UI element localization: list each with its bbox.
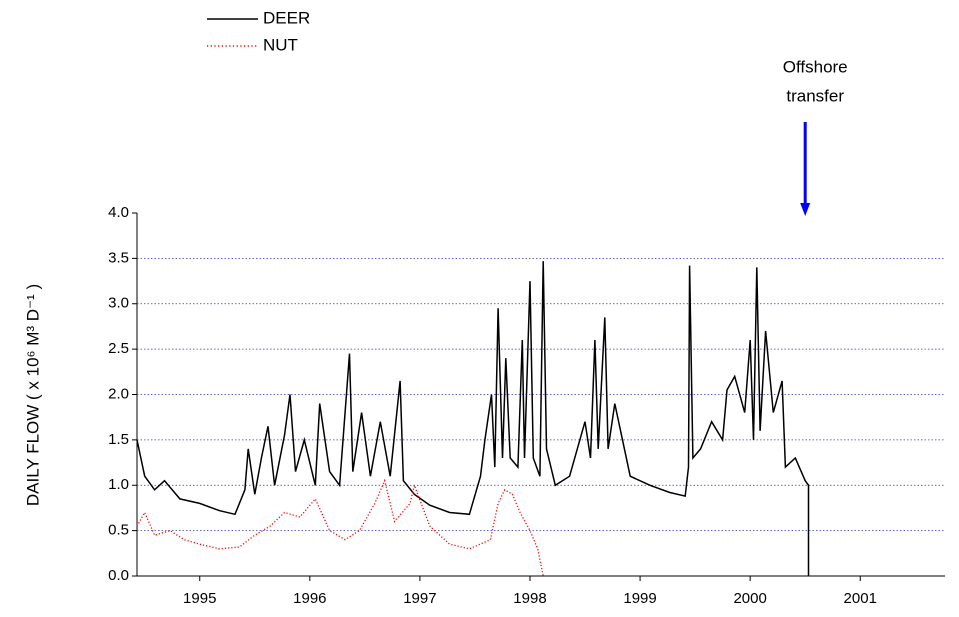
- y-tick-label: 3.5: [108, 249, 129, 266]
- y-tick-label: 1.0: [108, 476, 129, 493]
- y-tick-label: 0.5: [108, 522, 129, 539]
- y-tick-label: 4.0: [108, 204, 129, 221]
- x-tick-label: 1998: [513, 590, 546, 607]
- y-tick-label: 3.0: [108, 295, 129, 312]
- x-tick-label: 1997: [403, 590, 436, 607]
- legend-label: NUT: [263, 35, 298, 54]
- x-tick-label: 1999: [623, 590, 656, 607]
- y-tick-label: 2.5: [108, 340, 129, 357]
- legend-label: DEER: [263, 8, 310, 27]
- y-tick-label: 1.5: [108, 431, 129, 448]
- x-tick-label: 1995: [183, 590, 216, 607]
- annotation-text: Offshore: [783, 57, 848, 76]
- x-tick-label: 1996: [293, 590, 326, 607]
- data-line: [136, 261, 810, 576]
- y-axis-label: DAILY FLOW ( x 10⁶ M³ D⁻¹ ): [23, 284, 42, 506]
- annotation-arrowhead: [800, 203, 811, 216]
- y-tick-label: 2.0: [108, 385, 129, 402]
- x-tick-label: 2001: [844, 590, 877, 607]
- y-tick-label: 0.0: [108, 567, 129, 584]
- data-line: [136, 478, 544, 577]
- annotation-text: transfer: [786, 86, 844, 105]
- x-tick-label: 2000: [733, 590, 766, 607]
